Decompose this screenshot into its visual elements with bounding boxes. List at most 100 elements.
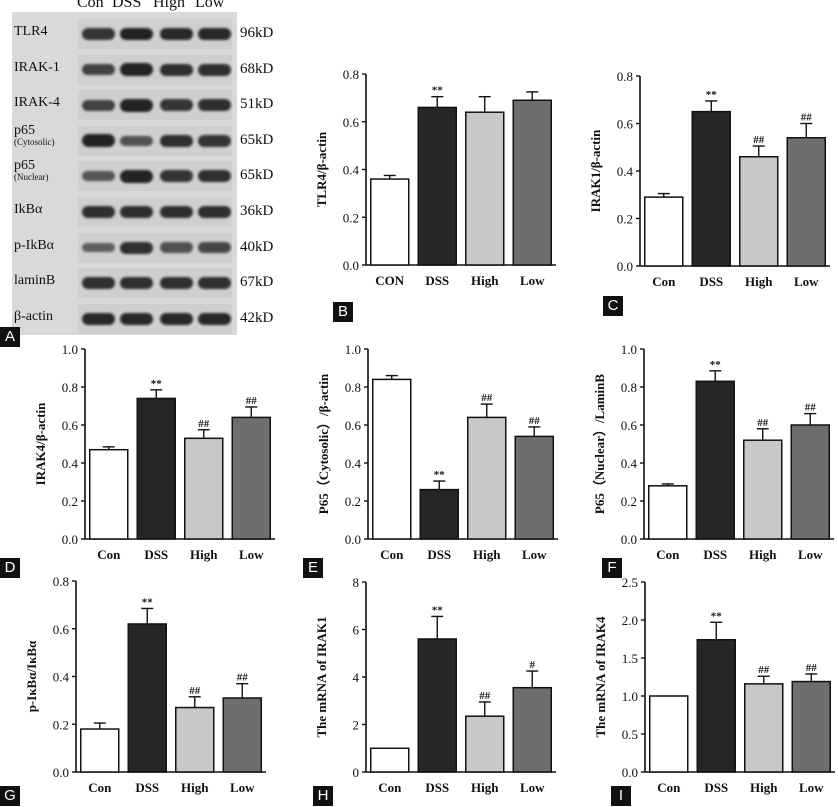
significance-marker: ## — [237, 672, 249, 684]
x-tick-label: DSS — [699, 274, 723, 289]
panel-letter-b: B — [333, 302, 353, 322]
blot-row-label: IkBα — [14, 203, 76, 217]
significance-marker: ** — [434, 469, 446, 481]
y-tick-label: 0.4 — [345, 456, 362, 471]
blot-band — [198, 205, 231, 219]
y-tick-label: 0.4 — [62, 456, 79, 471]
y-tick-label: 1.0 — [345, 342, 361, 357]
blot-band — [198, 242, 231, 254]
y-tick-label: 0.8 — [62, 380, 78, 395]
blot-row-label: p65 (Cytosolic) — [14, 123, 76, 147]
chart-panel-h: 0 2 4 6 8 The mRNA of IRAK1 Con ** DSS ## High # Low — [314, 575, 556, 795]
blot-row-label: IRAK-4 — [14, 96, 76, 110]
significance-marker: ** — [142, 596, 154, 608]
y-tick-label: 0.5 — [622, 727, 638, 742]
bar — [184, 437, 224, 540]
blot-band — [120, 241, 153, 254]
x-tick-label: Con — [652, 274, 676, 289]
y-tick-label: 0.0 — [622, 765, 638, 780]
x-tick-label: Low — [794, 274, 819, 289]
blot-band — [120, 98, 153, 112]
x-tick-label: High — [750, 780, 778, 795]
significance-marker: ## — [246, 395, 258, 407]
blot-band — [120, 312, 153, 325]
y-tick-label: 0.6 — [617, 117, 634, 132]
x-tick-label: Low — [520, 780, 545, 795]
blot-band — [160, 99, 193, 112]
y-axis-label: The mRNA of IRAK4 — [593, 616, 608, 737]
y-tick-label: 2.0 — [622, 613, 638, 628]
significance-marker: ## — [801, 112, 813, 124]
y-axis-label: P65（Nuclear）/LaminB — [592, 374, 607, 514]
y-tick-label: 1.0 — [621, 342, 637, 357]
y-tick-label: 0.0 — [345, 532, 361, 547]
y-tick-label: 0.8 — [343, 67, 359, 82]
y-axis-label: IRAK1/β-actin — [588, 129, 603, 212]
panel-letter-d: D — [0, 558, 20, 578]
fraction-name: (Cytosolic) — [14, 136, 55, 147]
blot-row-label: p65 (Nuclear) — [14, 159, 76, 182]
y-tick-label: 0.6 — [343, 115, 360, 130]
blot-band — [120, 205, 153, 219]
y-tick-label: 2 — [353, 718, 360, 733]
y-tick-label: 0.2 — [617, 212, 633, 227]
bar — [743, 439, 783, 540]
y-tick-label: 0.8 — [621, 380, 637, 395]
bar — [136, 397, 176, 540]
blot-band — [82, 63, 115, 76]
y-tick-label: 0.4 — [621, 456, 638, 471]
molecular-weight-label: 40kD — [240, 238, 274, 255]
chart-panel-d: 0.0 0.2 0.4 0.6 0.8 1.0 IRAK4/β-actin Con ** DSS #… — [33, 342, 275, 562]
blot-row: IkBα 36kD — [0, 195, 330, 229]
chart-panel-b: 0.0 0.2 0.4 0.6 0.8 TLR4/β-actin CON ** DSS High L… — [314, 67, 556, 288]
blot-band — [82, 205, 115, 219]
blot-band — [160, 63, 193, 76]
y-tick-label: 0.0 — [617, 259, 633, 274]
y-tick-label: 0.6 — [345, 418, 362, 433]
y-tick-label: 0.2 — [53, 717, 69, 732]
significance-marker: ## — [529, 415, 541, 427]
y-tick-label: 0.0 — [62, 532, 78, 547]
blot-row-label: TLR4 — [14, 25, 76, 39]
fraction-name: (Nuclear) — [14, 172, 49, 183]
y-tick-label: 0.2 — [621, 494, 637, 509]
x-tick-label: High — [181, 780, 209, 795]
bar — [465, 715, 505, 773]
blot-band — [120, 170, 153, 183]
blot-row: p65 (Cytosolic) 65kD — [0, 123, 330, 158]
significance-marker: ** — [711, 610, 723, 622]
y-tick-label: 0.6 — [62, 418, 79, 433]
x-tick-label: High — [749, 547, 777, 562]
blot-band — [120, 277, 153, 290]
blot-row-label: p-IkBα — [14, 238, 76, 253]
y-tick-label: 0.8 — [617, 69, 633, 84]
significance-marker: ## — [806, 662, 818, 674]
x-tick-label: Low — [798, 547, 823, 562]
bar — [649, 695, 689, 773]
bar — [790, 424, 830, 540]
blot-row: laminB 67kD — [0, 266, 330, 300]
protein-name: IkBα — [14, 202, 43, 217]
x-tick-label: Low — [799, 780, 824, 795]
bar — [512, 99, 552, 266]
western-blot-panel: Con DSS High Low TLR4 96kD IRAK-1 68kD IRAK-… — [0, 0, 330, 345]
y-tick-label: 0.8 — [345, 380, 361, 395]
chart-panel-e: 0.0 0.2 0.4 0.6 0.8 1.0 P65（Cytosolic）/β-actin… — [316, 342, 558, 562]
x-tick-label: High — [473, 547, 501, 562]
molecular-weight-label: 96kD — [240, 25, 274, 41]
x-tick-label: DSS — [425, 780, 449, 795]
x-tick-label: Low — [522, 547, 547, 562]
blot-row-label: laminB — [14, 274, 76, 288]
significance-marker: ** — [706, 89, 718, 101]
blot-band — [160, 134, 193, 147]
blot-band — [198, 27, 231, 41]
blot-row: p-IkBα 40kD — [0, 231, 330, 265]
protein-name: TLR4 — [14, 24, 48, 39]
blot-band — [198, 63, 231, 76]
significance-marker: # — [530, 659, 536, 671]
significance-marker: ** — [710, 359, 722, 371]
lane-label-high: High — [153, 0, 185, 11]
molecular-weight-label: 51kD — [240, 96, 274, 113]
blot-row: IRAK-1 68kD — [0, 53, 330, 87]
